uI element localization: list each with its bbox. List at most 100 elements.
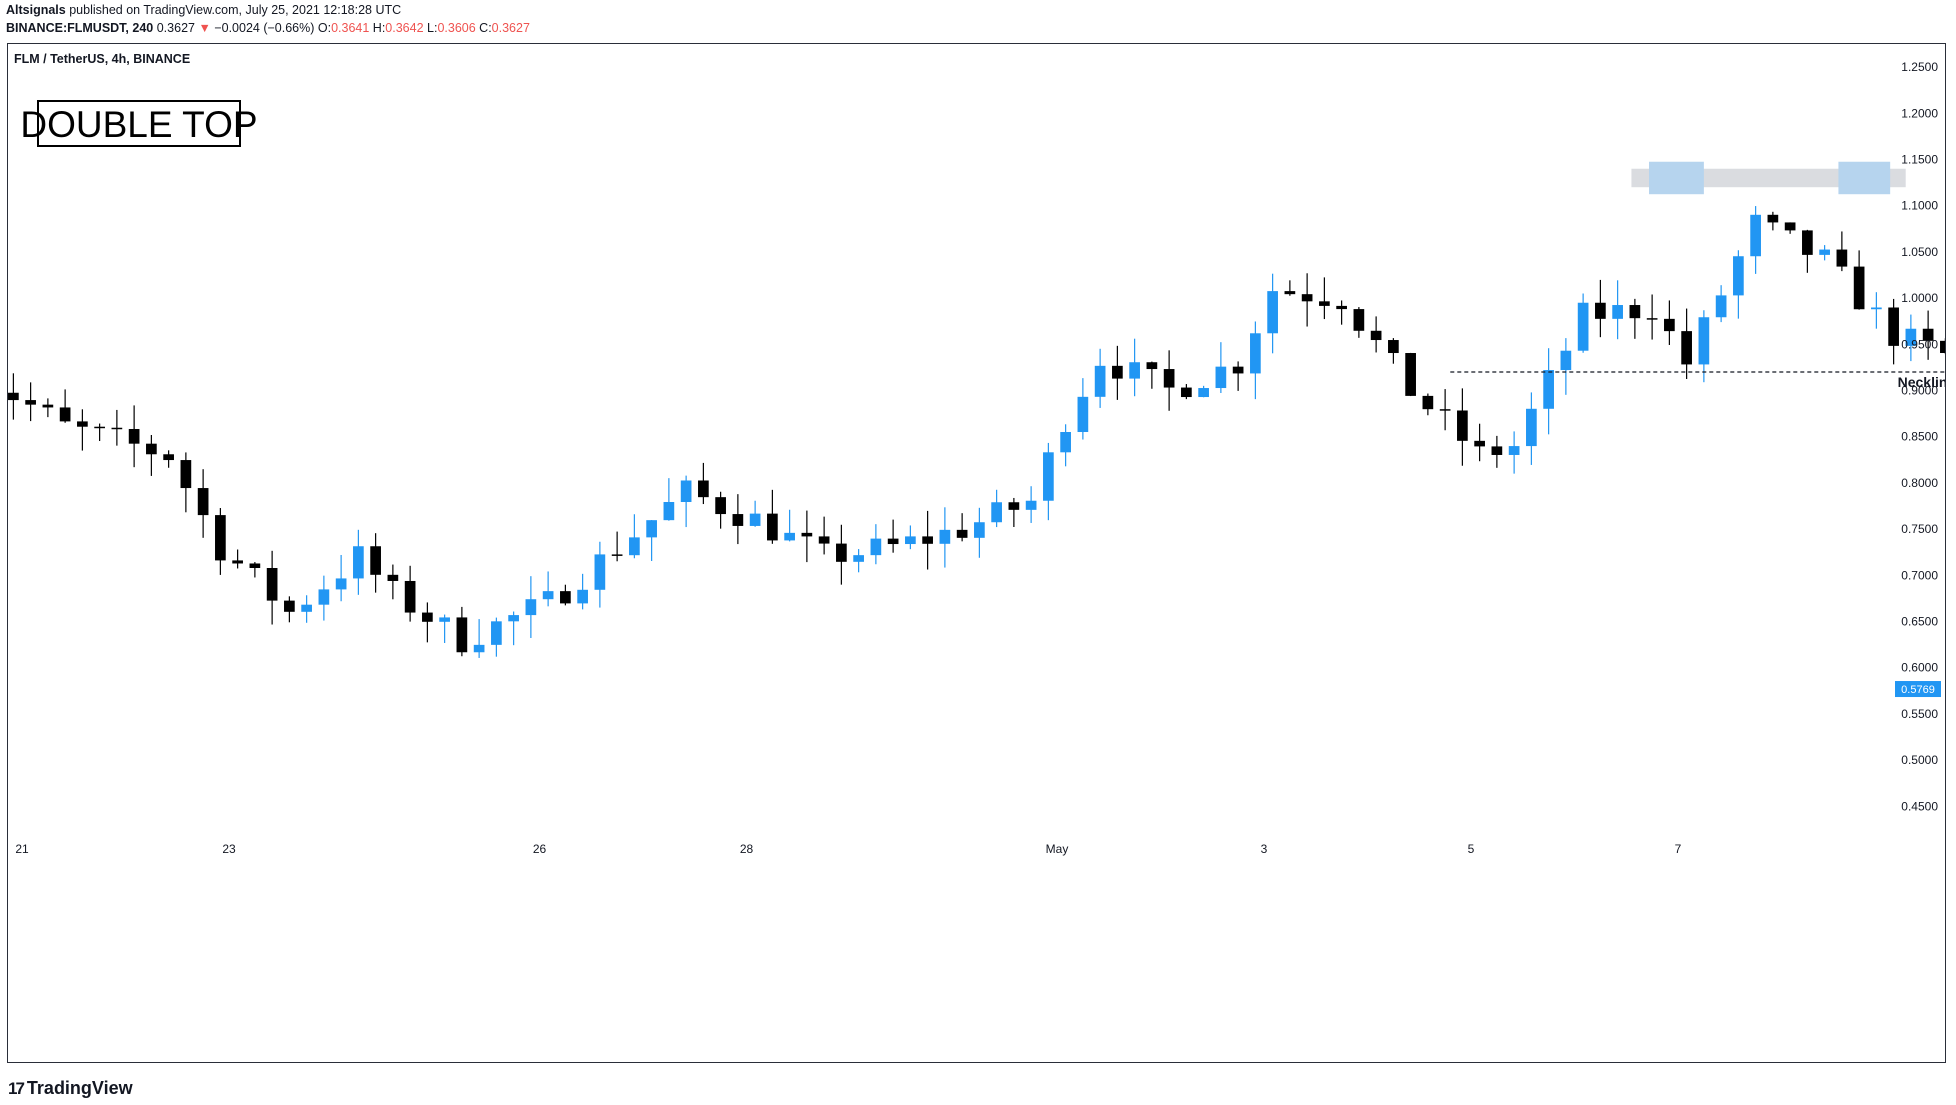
candle-up [1543,370,1554,409]
candle-up [473,644,485,653]
candle-up [508,615,519,622]
candle-up [542,591,554,600]
y-axis-tick-label: 0.4500 [1901,799,1938,813]
candle-up [1819,249,1830,255]
candle-down [8,392,19,401]
chart-frame[interactable]: 1.2500 1.2000 1.1500 1.1000 1.0500 1.0000 0.95… [0,43,1956,1063]
candle-up [1508,446,1520,455]
candle-up [784,532,795,541]
author-name[interactable]: Altsignals [6,3,66,17]
candle-up [1526,408,1537,447]
candle-down [404,580,416,613]
low-value: 0.3606 [437,21,476,35]
double-top-label-box[interactable]: DOUBLE TOP [20,100,258,147]
high-value: 0.3642 [385,21,424,35]
price-chart[interactable]: 1.2500 1.2000 1.1500 1.1000 1.0500 1.0000 0.95… [0,44,1956,1062]
candle-up [680,480,692,503]
x-axis-tick-label: 5 [1468,842,1475,856]
y-axis-tick-label: 0.8000 [1901,476,1938,490]
candle-up [1905,328,1917,346]
close-label: C: [479,21,492,35]
candle-up [1129,362,1140,379]
candle-down [1681,331,1692,365]
candle-down [732,514,744,526]
ohlc-line: BINANCE:FLMUSDT, 240 0.3627 ▼ −0.0024 (−… [6,21,530,35]
candle-down [1474,440,1485,447]
candle-up [491,621,502,645]
candle-down [887,538,899,545]
y-axis-tick-label: 1.0000 [1901,291,1938,305]
x-axis-tick-label: 21 [15,842,29,856]
candle-up [318,589,330,605]
current-price-tag: 0.5769 [1895,681,1941,698]
open-value: 0.3641 [331,21,370,35]
tradingview-logo[interactable]: 17 TradingView [8,1078,133,1099]
chart-title: FLM / TetherUS, 4h, BINANCE [14,52,190,66]
candle-up [1077,396,1089,433]
candle-up [1698,317,1710,365]
candle-up [663,502,675,521]
y-axis-tick-label: 0.9000 [1901,383,1938,397]
y-axis-tick-label: 0.6000 [1901,661,1938,675]
y-axis-tick-label: 1.1500 [1901,152,1938,166]
candle-down [715,497,726,515]
candle-down [922,536,933,544]
first-top-highlight [1649,161,1704,195]
candle-up [1715,295,1727,318]
candle-down [215,515,226,561]
candle-down [146,443,157,455]
y-axis-tick-label: 1.2500 [1901,60,1938,74]
candle-up [439,617,450,622]
candle-down [1319,301,1330,306]
candle-up [525,599,537,616]
candle-down [111,427,123,430]
tradingview-logo-icon: 17 [8,1078,25,1098]
open-label: O: [317,21,332,35]
candle-down [1922,328,1934,341]
x-axis-tick-label: May [1046,842,1069,856]
candle-down [94,426,105,429]
candle-down [1353,309,1365,331]
candle-down [1767,214,1779,223]
neckline-label: Neckline [1898,374,1945,390]
candle-up [1560,350,1572,371]
candle-down [456,617,468,653]
candle-down [77,421,88,427]
candle-down [1595,302,1606,319]
candle-down [249,563,261,569]
published-text: published on TradingView.com, July 25, 2… [65,3,402,17]
candle-up [646,520,657,538]
candle-down [197,488,209,516]
candle-down [128,428,140,444]
candle-down [1181,387,1192,398]
candle-up [1612,305,1623,319]
candle-down [1491,446,1503,455]
candle-down [1284,291,1296,295]
candle-up [991,502,1002,523]
x-axis-tick-label: 26 [533,842,547,856]
candle-down [956,529,968,538]
publisher-line: Altsignals published on TradingView.com,… [6,3,401,17]
candle-down [698,480,709,498]
x-axis-tick-label: 3 [1261,842,1268,856]
candle-down [387,574,399,581]
candle-down [836,543,847,562]
candle-up [1750,214,1761,257]
low-label: L: [427,21,438,35]
candle-up [301,604,312,612]
candle-down [25,400,36,405]
candle-up [335,578,347,590]
candle-up [1043,452,1054,501]
candle-down [1301,294,1313,302]
double-top-title: DOUBLE TOP [20,104,257,145]
candle-down [767,513,778,541]
candle-down [1784,222,1796,231]
candle-up [905,536,916,545]
candle-down [284,600,295,612]
candle-down [1112,365,1123,379]
y-axis-tick-label: 1.0500 [1901,245,1938,259]
y-axis-tick-label: 0.9500 [1901,337,1938,351]
y-axis-tick-label: 0.5500 [1901,707,1938,721]
candle-up [629,537,640,556]
candle-up [974,522,985,538]
